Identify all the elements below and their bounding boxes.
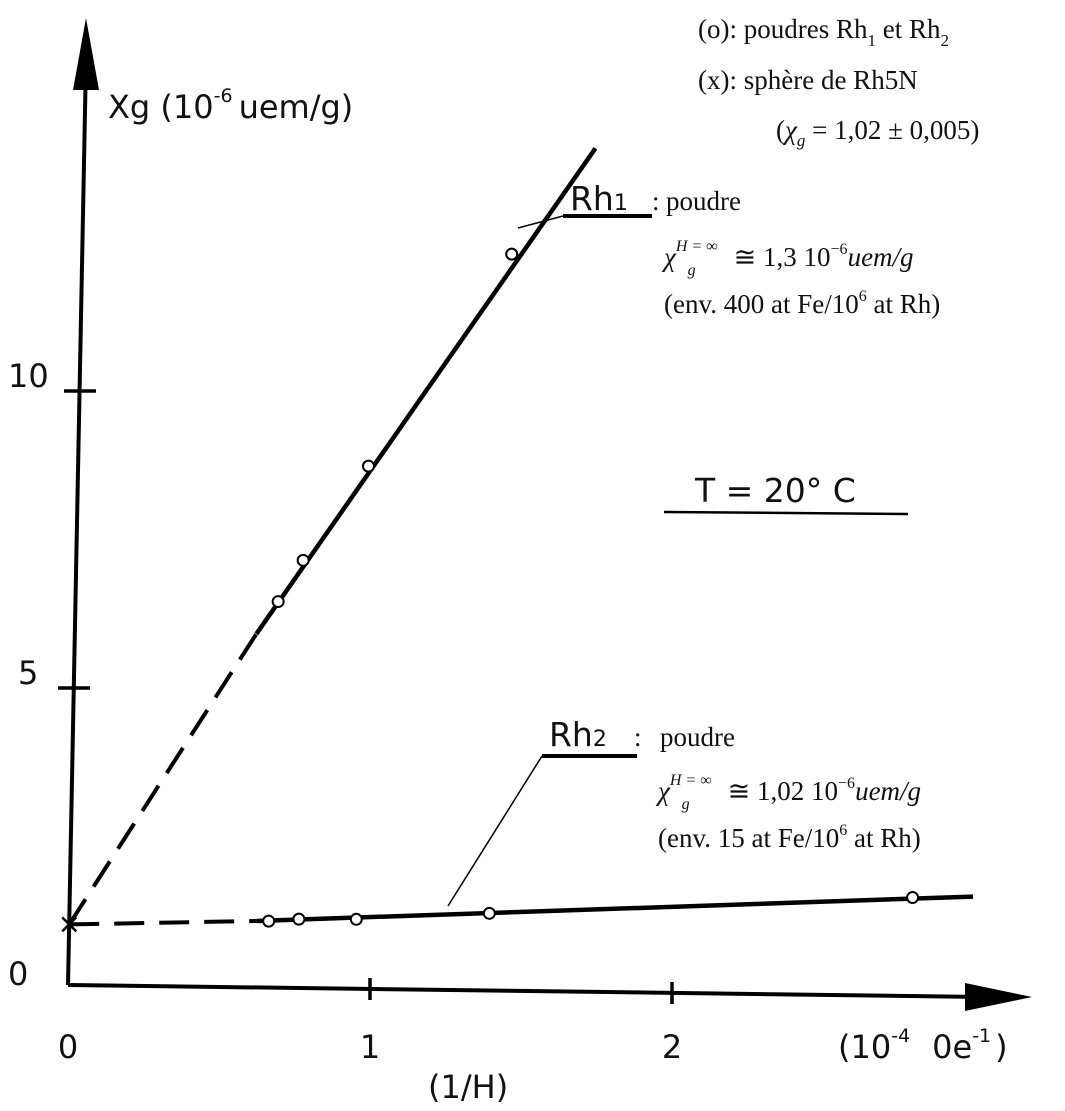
annotation-rh2: Rh2 : poudre χH = ∞ g ≅ 1,02 10−6uem/g (en… — [447, 715, 921, 907]
rh1-description: poudre — [666, 186, 741, 216]
fit-line-dashed-rh2 — [69, 918, 257, 927]
data-point-rh2 — [482, 906, 496, 920]
legend-line-sphere-value: (χg = 1,02 ± 0,005) — [776, 115, 979, 150]
rh2-leader-line — [447, 755, 543, 907]
fit-line-solid-rh2 — [256, 894, 974, 924]
y-axis — [66, 59, 88, 986]
x-tick-label: 2 — [662, 1028, 682, 1066]
data-point-rh1 — [361, 459, 375, 473]
x-axis-label: (1/H) — [428, 1068, 508, 1106]
x-tick-label: 1 — [360, 1028, 380, 1066]
x-axis-arrow-icon — [965, 983, 1032, 1011]
data-points — [61, 247, 920, 933]
rh2-colon: : — [634, 722, 642, 752]
rh2-chi-value: χH = ∞ g ≅ 1,02 10−6uem/g — [655, 772, 921, 813]
fit-lines — [67, 146, 974, 927]
rh1-env: (env. 400 at Fe/106 at Rh) — [664, 288, 940, 319]
y-tick-label: 10 — [8, 357, 49, 395]
rh1-colon: : — [652, 186, 660, 216]
y-tick-label: 5 — [18, 654, 38, 692]
temperature-label: T = 20° C — [694, 471, 856, 510]
data-point-rh2 — [349, 912, 363, 926]
data-point-rh2 — [906, 891, 920, 905]
rh2-env: (env. 15 at Fe/106 at Rh) — [658, 822, 921, 853]
ticks: 0 1 2 0 5 10 — [8, 357, 682, 1066]
legend-line-powders: (o): poudres Rh1 et Rh2 — [698, 14, 949, 50]
x-tick-label: 0 — [58, 1028, 78, 1066]
y-tick-label: 0 — [8, 955, 28, 993]
rh2-label: Rh2 — [549, 715, 607, 754]
y-axis-arrow-icon — [73, 18, 99, 90]
data-point-rh2 — [292, 912, 306, 926]
rh2-description: poudre — [660, 722, 735, 752]
temperature-underline — [663, 510, 909, 516]
y-axis-label: Xg (10-6 uem/g) — [108, 85, 353, 126]
x-axis — [67, 983, 986, 999]
annotation-rh1: Rh1 : poudre χH = ∞ g ≅ 1,3 10−6uem/g (env… — [517, 179, 940, 319]
axes — [66, 18, 1032, 1011]
temperature-annotation: T = 20° C — [663, 471, 909, 516]
rh1-label: Rh1 — [570, 179, 628, 218]
x-axis-unit: (10-4 0e-1) — [838, 1025, 1008, 1066]
legend-line-sphere: (x): sphère de Rh5N — [698, 65, 918, 95]
fit-line-solid-rh1 — [254, 146, 598, 636]
intercept-x-marker — [61, 916, 78, 933]
data-point-rh1 — [505, 247, 519, 261]
rh1-leader-line — [517, 215, 564, 229]
data-point-rh2 — [262, 914, 276, 928]
rh1-chi-value: χH = ∞ g ≅ 1,3 10−6uem/g — [661, 238, 914, 279]
data-point-rh1 — [271, 595, 285, 609]
fit-line-dashed-rh1 — [67, 632, 259, 926]
data-point-rh1 — [296, 553, 310, 567]
legend: (o): poudres Rh1 et Rh2 (x): sphère de R… — [698, 14, 979, 150]
